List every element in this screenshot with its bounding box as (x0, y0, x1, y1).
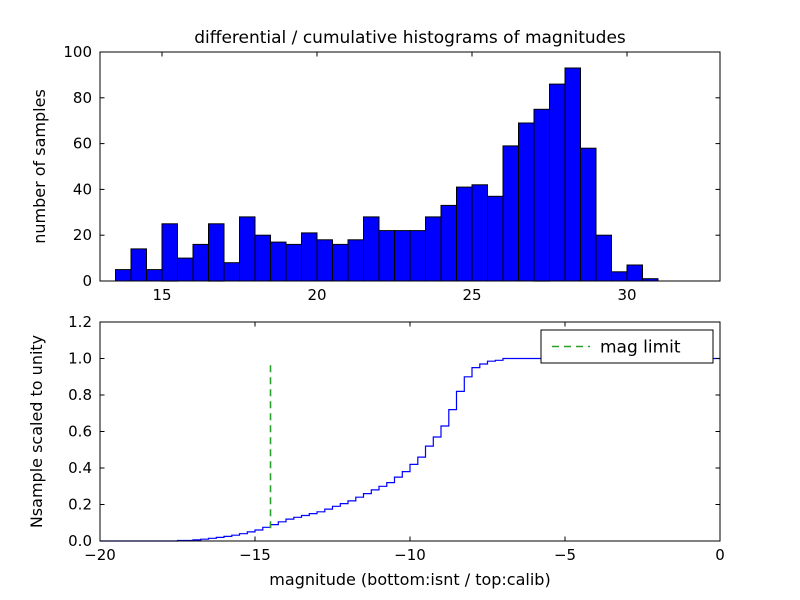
x-tick-label: 25 (462, 286, 481, 304)
histogram-bar (332, 243, 349, 282)
x-tick-label: −10 (394, 546, 426, 564)
bottom-axes: −20 −15 −10 −5 0 0.0 0.2 0.4 0.6 0.8 1.0 1.2 (68, 313, 725, 564)
y-tick-label: 0.6 (68, 423, 92, 441)
x-tick-label: 30 (617, 286, 636, 304)
histogram-bar (487, 195, 504, 282)
y-tick-label: 100 (63, 43, 92, 61)
histogram-bar (440, 204, 457, 282)
histogram-bar (518, 122, 535, 282)
y-tick-label: 0 (82, 272, 92, 290)
histogram-bar (161, 223, 178, 282)
x-tick-label: −5 (554, 546, 576, 564)
y-tick-label: 60 (73, 135, 92, 153)
histogram-bar (564, 67, 581, 282)
histogram-bar (456, 186, 473, 282)
histogram-bar (394, 230, 411, 282)
bottom-ylabel: Nsample scaled to unity (27, 335, 46, 528)
histogram-bar (146, 269, 163, 282)
histogram-bar (611, 271, 628, 282)
histogram-bar (378, 230, 395, 282)
histogram-bar (239, 216, 256, 282)
histogram-bar (347, 239, 364, 282)
histogram-bar (533, 108, 550, 282)
y-tick-label: 1.2 (68, 313, 92, 331)
y-tick-label: 40 (73, 180, 92, 198)
histogram-bar (425, 216, 442, 282)
x-tick-label: 20 (307, 286, 326, 304)
y-tick-label: 0.0 (68, 532, 92, 550)
histogram-bar (115, 269, 132, 282)
histogram-bar (471, 184, 488, 282)
histogram-bar (285, 243, 302, 282)
histogram-bar (192, 243, 209, 282)
histogram-bar (130, 248, 147, 282)
y-tick-label: 0.2 (68, 496, 92, 514)
histogram-bar (549, 83, 566, 282)
x-tick-label: −20 (84, 546, 116, 564)
histogram-bar (409, 230, 426, 282)
histogram-bar (580, 147, 597, 282)
x-tick-label: 15 (152, 286, 171, 304)
histogram-bar (363, 216, 380, 282)
histogram-bar (270, 241, 287, 282)
cumulative-step-line (100, 357, 720, 542)
histogram-bar (316, 239, 333, 282)
y-tick-label: 0.8 (68, 386, 92, 404)
histogram-bar (177, 257, 194, 282)
histogram-bar (208, 223, 225, 282)
chart-title: differential / cumulative histograms of … (194, 28, 626, 48)
histogram-bar (301, 232, 318, 282)
histogram-bar (502, 145, 519, 282)
x-tick-label: −15 (239, 546, 271, 564)
histogram-bar (595, 234, 612, 282)
axes-frame (99, 51, 721, 282)
legend-label: mag limit (600, 338, 681, 358)
legend: mag limit (540, 329, 714, 364)
y-tick-label: 1.0 (68, 350, 92, 368)
y-tick-label: 80 (73, 89, 92, 107)
x-tick-label: 0 (715, 546, 725, 564)
y-tick-label: 0.4 (68, 459, 92, 477)
bottom-xlabel: magnitude (bottom:isnt / top:calib) (269, 570, 550, 589)
histogram-bar (626, 264, 643, 282)
differential-histogram-bars (115, 67, 659, 282)
histogram-bar (254, 234, 271, 282)
top-ylabel: number of samples (30, 89, 49, 244)
top-axes: 15 20 25 30 0 20 40 60 80 100 (63, 43, 721, 304)
y-tick-label: 20 (73, 226, 92, 244)
histogram-bar (223, 262, 240, 282)
